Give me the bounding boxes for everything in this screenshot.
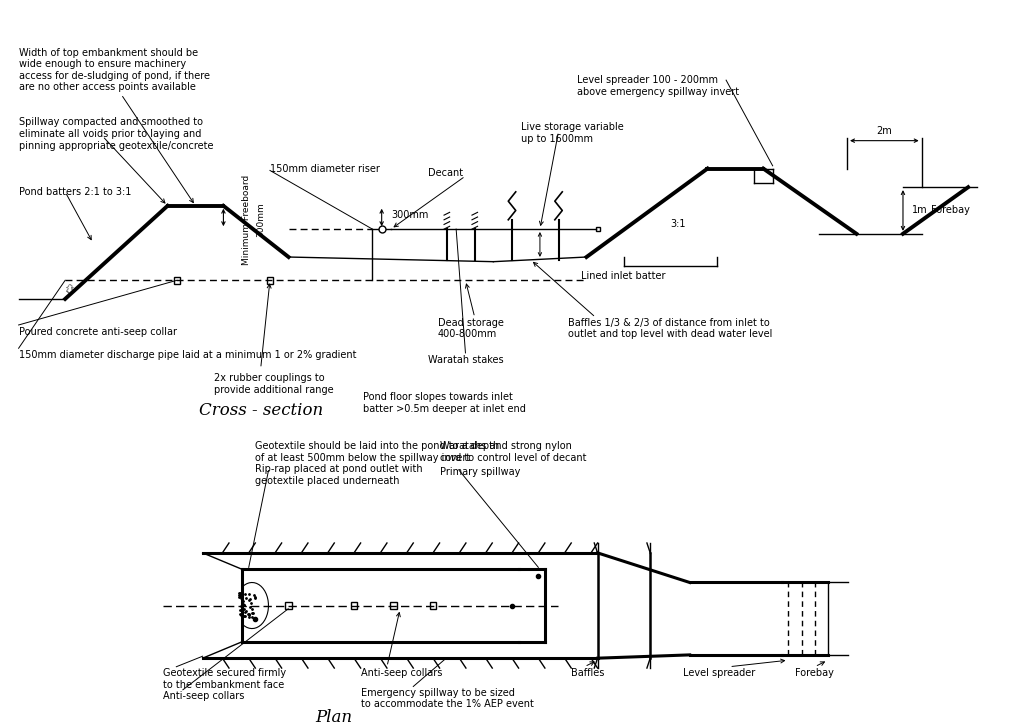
- Text: 2x rubber couplings to
provide additional range: 2x rubber couplings to provide additiona…: [214, 374, 334, 395]
- Text: Baffles 1/3 & 2/3 of distance from inlet to
outlet and top level with dead water: Baffles 1/3 & 2/3 of distance from inlet…: [568, 318, 772, 339]
- Text: 3:1: 3:1: [671, 219, 686, 230]
- Text: Cross - section: Cross - section: [199, 402, 323, 419]
- Text: Pond floor slopes towards inlet
batter >0.5m deeper at inlet end: Pond floor slopes towards inlet batter >…: [364, 392, 526, 413]
- Text: Decant: Decant: [428, 168, 463, 178]
- Text: Minimum Freeboard: Minimum Freeboard: [243, 174, 251, 265]
- Text: Forebay: Forebay: [931, 206, 970, 216]
- Text: Rip-rap placed at pond outlet with
geotextile placed underneath: Rip-rap placed at pond outlet with geote…: [255, 464, 423, 486]
- Bar: [351, 602, 357, 609]
- Text: Waratah stakes: Waratah stakes: [428, 355, 504, 365]
- Text: Pond batters 2:1 to 3:1: Pond batters 2:1 to 3:1: [18, 187, 131, 197]
- Text: 300mm: 300mm: [256, 203, 265, 237]
- Bar: [390, 602, 397, 609]
- Text: Width of top embankment should be
wide enough to ensure machinery
access for de-: Width of top embankment should be wide e…: [18, 48, 210, 93]
- Text: Anti-seep collars: Anti-seep collars: [163, 691, 245, 701]
- Text: 1m: 1m: [912, 206, 928, 216]
- Text: 150mm diameter discharge pipe laid at a minimum 1 or 2% gradient: 150mm diameter discharge pipe laid at a …: [18, 350, 356, 360]
- Text: Forebay: Forebay: [795, 668, 834, 678]
- Text: Baffles: Baffles: [571, 668, 604, 678]
- Text: Poured concrete anti-seep collar: Poured concrete anti-seep collar: [18, 327, 176, 337]
- Text: Anti-seep collars: Anti-seep collars: [360, 668, 442, 678]
- Text: Plan: Plan: [315, 709, 353, 724]
- Bar: [285, 602, 292, 609]
- Text: 300mm: 300mm: [391, 210, 428, 220]
- Text: Geotextile secured firmly
to the embankment face: Geotextile secured firmly to the embankm…: [163, 668, 287, 690]
- Text: Waratahs and strong nylon
cord to control level of decant: Waratahs and strong nylon cord to contro…: [439, 441, 586, 463]
- Text: Geotextile should be laid into the pond to a depth
of at least 500mm below the s: Geotextile should be laid into the pond …: [255, 441, 500, 463]
- Bar: [430, 602, 436, 609]
- Bar: [596, 227, 600, 232]
- Text: Spillway compacted and smoothed to
eliminate all voids prior to laying and
pinni: Spillway compacted and smoothed to elimi…: [18, 117, 213, 151]
- Text: 2m: 2m: [877, 126, 892, 136]
- Text: Dead storage
400-800mm: Dead storage 400-800mm: [437, 318, 504, 339]
- Text: Level spreader: Level spreader: [683, 668, 756, 678]
- Bar: [266, 277, 273, 284]
- Text: Level spreader 100 - 200mm
above emergency spillway invert: Level spreader 100 - 200mm above emergen…: [578, 75, 739, 97]
- Bar: [174, 277, 180, 284]
- Text: Lined inlet batter: Lined inlet batter: [582, 271, 666, 281]
- Text: Emergency spillway to be sized
to accommodate the 1% AEP event: Emergency spillway to be sized to accomm…: [360, 688, 534, 710]
- Text: Live storage variable
up to 1600mm: Live storage variable up to 1600mm: [521, 122, 624, 143]
- Text: Primary spillway: Primary spillway: [439, 467, 520, 477]
- Text: 150mm diameter riser: 150mm diameter riser: [270, 164, 380, 174]
